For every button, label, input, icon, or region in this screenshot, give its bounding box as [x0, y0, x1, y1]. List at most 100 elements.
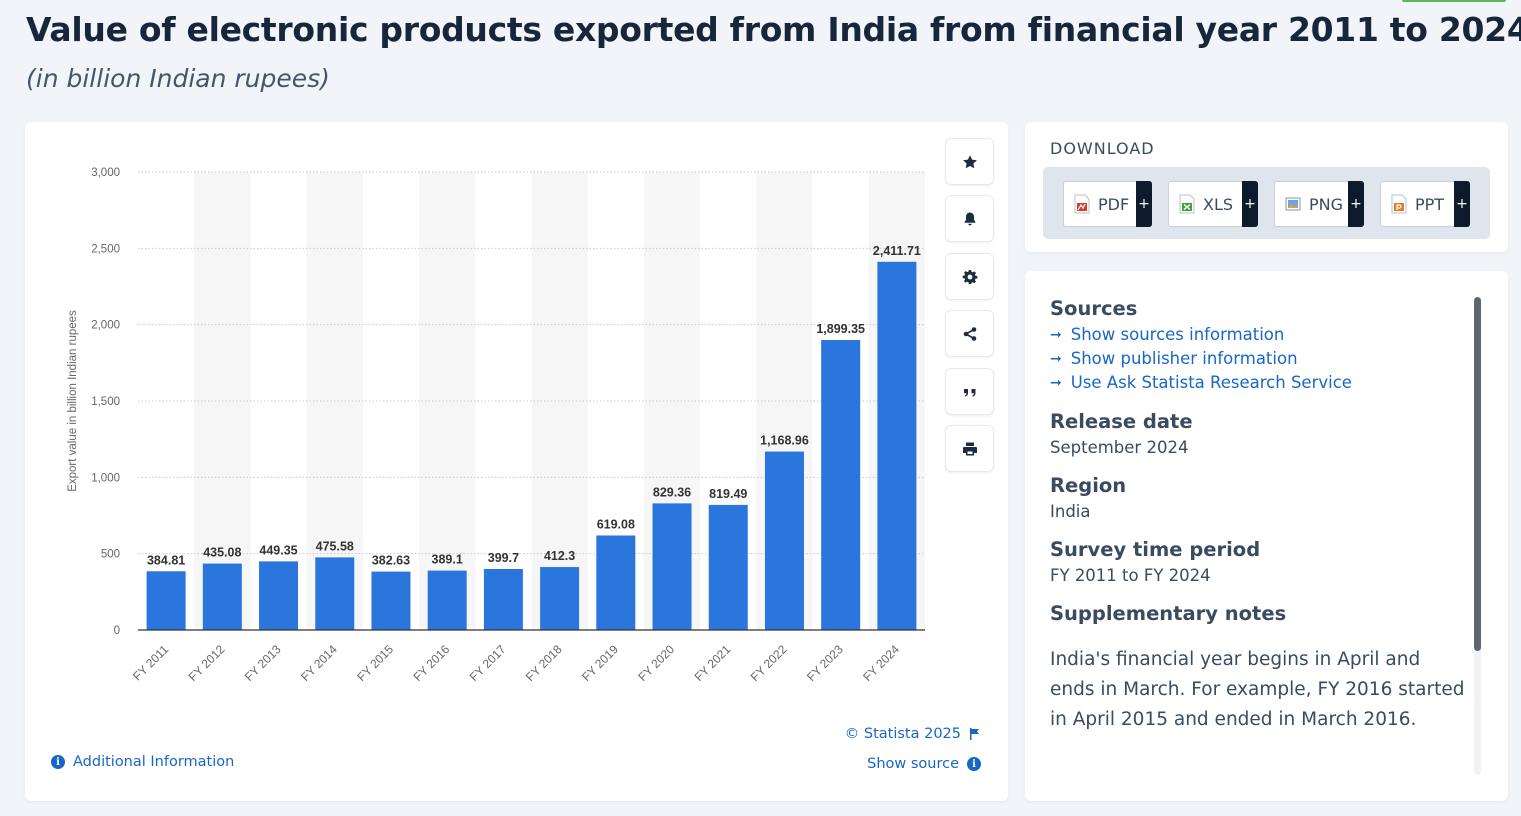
show-source-link[interactable]: Show source i	[867, 756, 981, 772]
bar	[708, 504, 748, 630]
supplementary-notes-text: India's financial year begins in April a…	[1050, 649, 1465, 730]
y-tick-label: 2,500	[91, 243, 120, 255]
region-heading: Region	[1050, 474, 1127, 497]
data-label: 449.35	[259, 543, 297, 557]
png-plus-icon[interactable]: +	[1348, 181, 1364, 227]
bar	[821, 340, 861, 630]
xls-file-icon	[1179, 194, 1195, 214]
print-button[interactable]	[945, 425, 994, 472]
y-tick-label: 0	[114, 625, 120, 637]
xls-label: XLS	[1203, 194, 1234, 214]
release-date-value: September 2024	[1050, 438, 1189, 457]
show-publisher-link[interactable]: ➞ Show publisher information	[1050, 349, 1465, 368]
survey-period-heading: Survey time period	[1050, 538, 1261, 561]
data-label: 819.49	[709, 487, 747, 501]
download-png-button[interactable]: PNG +	[1274, 181, 1364, 227]
data-label: 1,168.96	[760, 434, 809, 448]
x-tick-label: FY 2012	[186, 642, 228, 684]
bar	[371, 571, 411, 630]
y-tick-label: 1,000	[91, 472, 120, 484]
x-tick-label: FY 2024	[860, 642, 902, 684]
y-tick-label: 2,000	[91, 320, 120, 332]
x-tick-label: FY 2018	[523, 642, 565, 684]
info-icon: i	[967, 757, 981, 771]
quote-icon	[963, 388, 975, 396]
x-tick-label: FY 2019	[579, 642, 621, 684]
bar	[483, 568, 523, 630]
show-sources-link[interactable]: ➞ Show sources information	[1050, 325, 1465, 344]
sources-heading: Sources	[1050, 297, 1138, 320]
download-ppt-button[interactable]: PPT +	[1380, 181, 1470, 227]
x-tick-label: FY 2017	[467, 642, 509, 684]
y-axis-title: Export value in billion Indian rupees	[67, 310, 79, 492]
y-tick-label: 500	[101, 549, 120, 561]
show-publisher-text: Show publisher information	[1070, 349, 1298, 368]
gear-icon	[962, 269, 977, 284]
y-tick-label: 3,000	[91, 167, 120, 179]
supplementary-notes-heading: Supplementary notes	[1050, 602, 1287, 625]
download-pdf-button[interactable]: PDF +	[1063, 181, 1152, 227]
bar	[202, 563, 242, 630]
scrollbar-thumb[interactable]	[1474, 297, 1481, 651]
bar	[427, 570, 467, 630]
bar	[259, 561, 299, 630]
ppt-file-icon	[1391, 194, 1407, 214]
print-icon	[962, 442, 977, 455]
info-card: Sources ➞ Show sources information ➞ Sho…	[1025, 271, 1508, 801]
data-label: 829.36	[653, 485, 691, 499]
data-label: 399.7	[488, 551, 519, 565]
x-tick-label: FY 2022	[748, 642, 790, 684]
ask-statista-text: Use Ask Statista Research Service	[1070, 373, 1352, 392]
ppt-plus-icon[interactable]: +	[1454, 181, 1470, 227]
arrow-right-icon: ➞	[1050, 350, 1062, 367]
bar	[652, 503, 692, 630]
arrow-right-icon: ➞	[1050, 326, 1062, 343]
share-button[interactable]	[945, 310, 994, 357]
ask-statista-link[interactable]: ➞ Use Ask Statista Research Service	[1050, 373, 1465, 392]
bar	[764, 451, 804, 630]
show-source-text: Show source	[867, 756, 959, 772]
info-icon: i	[51, 755, 65, 769]
pdf-file-icon	[1074, 194, 1090, 214]
data-label: 389.1	[432, 553, 463, 567]
download-xls-button[interactable]: XLS +	[1168, 181, 1258, 227]
x-tick-label: FY 2011	[130, 642, 171, 683]
png-file-icon	[1285, 197, 1301, 211]
share-icon	[963, 326, 976, 341]
notification-button[interactable]	[945, 195, 994, 242]
x-tick-label: FY 2023	[804, 642, 846, 684]
download-card: DOWNLOAD PDF + XLS + PNG + PPT +	[1025, 122, 1508, 252]
page-subtitle: (in billion Indian rupees)	[26, 64, 330, 93]
region-value: India	[1050, 502, 1091, 521]
bar	[146, 571, 186, 630]
x-tick-label: FY 2020	[635, 642, 677, 684]
cite-button[interactable]	[945, 368, 994, 415]
bell-icon	[964, 212, 975, 225]
flag-icon	[970, 728, 979, 740]
bar	[540, 567, 580, 630]
pdf-plus-icon[interactable]: +	[1136, 181, 1152, 227]
png-label: PNG	[1309, 194, 1344, 214]
data-label: 1,899.35	[816, 322, 865, 336]
x-tick-label: FY 2013	[242, 642, 284, 684]
statista-credit[interactable]: © Statista 2025	[845, 726, 980, 742]
x-tick-label: FY 2015	[354, 642, 396, 684]
show-sources-text: Show sources information	[1070, 325, 1285, 344]
data-label: 475.58	[316, 539, 354, 553]
settings-button[interactable]	[945, 253, 994, 300]
page-title: Value of electronic products exported fr…	[26, 10, 1521, 49]
xls-plus-icon[interactable]: +	[1242, 181, 1258, 227]
x-tick-label: FY 2016	[410, 642, 452, 684]
download-options: PDF + XLS + PNG + PPT +	[1043, 167, 1490, 239]
additional-information-link[interactable]: i Additional Information	[51, 754, 234, 770]
favorite-button[interactable]	[945, 138, 994, 185]
bar	[596, 535, 636, 630]
pdf-label: PDF	[1098, 194, 1130, 214]
x-tick-label: FY 2014	[298, 642, 340, 684]
data-label: 382.63	[372, 554, 410, 568]
release-date-heading: Release date	[1050, 410, 1193, 433]
credit-text: © Statista 2025	[844, 726, 961, 742]
additional-information-text: Additional Information	[73, 754, 235, 770]
info-content: Sources ➞ Show sources information ➞ Sho…	[1050, 297, 1465, 735]
y-tick-label: 1,500	[91, 396, 120, 408]
